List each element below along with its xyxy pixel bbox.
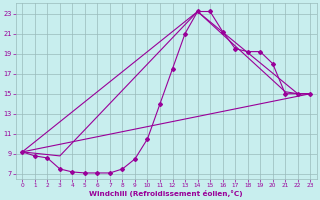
- X-axis label: Windchill (Refroidissement éolien,°C): Windchill (Refroidissement éolien,°C): [90, 190, 243, 197]
